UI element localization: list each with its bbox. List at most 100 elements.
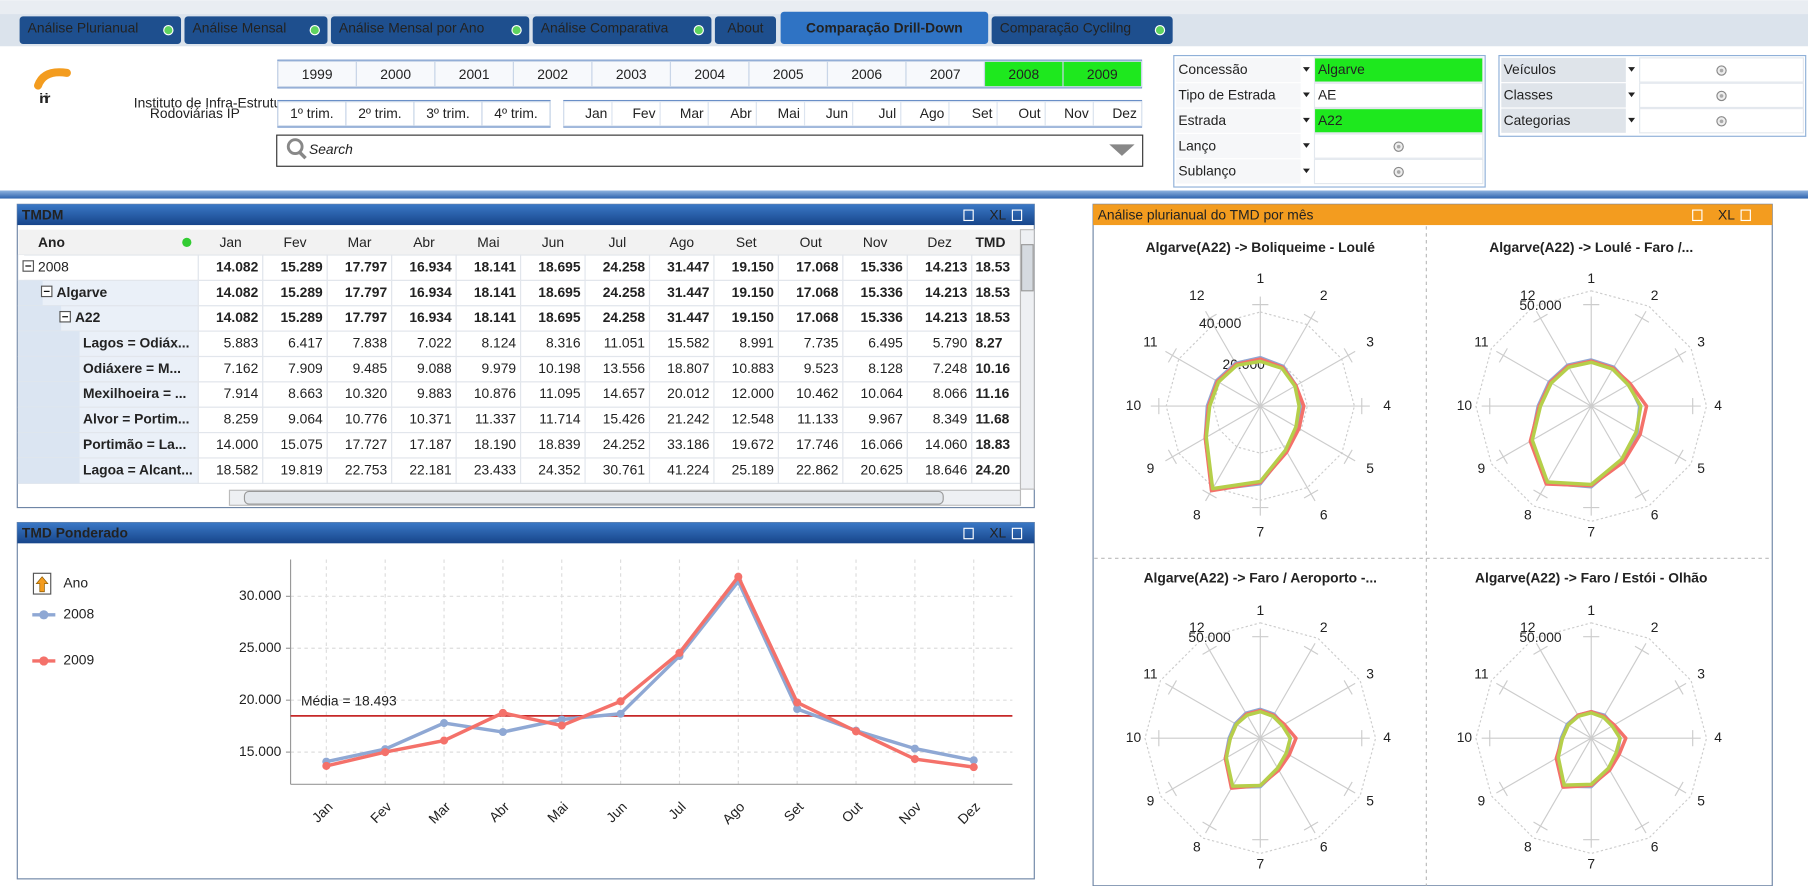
year-label[interactable]: 2006 bbox=[851, 66, 882, 82]
panel-icon[interactable] bbox=[1692, 209, 1703, 222]
filter-label[interactable]: Sublanço bbox=[1178, 163, 1236, 179]
tab[interactable] bbox=[184, 16, 328, 45]
filter-arrow[interactable] bbox=[1628, 92, 1636, 98]
year-cell[interactable] bbox=[355, 60, 436, 88]
month-label[interactable]: Mai bbox=[778, 105, 800, 121]
year-label[interactable]: 2005 bbox=[773, 66, 804, 82]
export-label[interactable]: XL bbox=[989, 525, 1006, 541]
panel-icon[interactable] bbox=[1011, 527, 1023, 540]
month-label[interactable]: Nov bbox=[1064, 105, 1089, 121]
export-label[interactable]: XL bbox=[989, 207, 1006, 223]
tab-label[interactable]: Análise Plurianual bbox=[28, 20, 139, 36]
month-label[interactable]: Set bbox=[972, 105, 993, 121]
quarter-label[interactable]: 4º trim. bbox=[494, 105, 537, 121]
filter-label[interactable]: Classes bbox=[1504, 87, 1553, 103]
year-label[interactable]: 2002 bbox=[537, 66, 568, 82]
quarter-cell[interactable] bbox=[481, 101, 551, 127]
tab[interactable] bbox=[991, 16, 1173, 45]
filter-arrow[interactable] bbox=[1302, 117, 1310, 123]
quarter-cell[interactable] bbox=[413, 101, 483, 127]
month-cell[interactable] bbox=[563, 101, 613, 127]
tab-label[interactable]: Análise Mensal por Ano bbox=[339, 20, 485, 36]
month-label[interactable]: Jul bbox=[879, 105, 897, 121]
month-cell[interactable] bbox=[707, 101, 757, 127]
filter-label[interactable]: Tipo de Estrada bbox=[1178, 87, 1275, 103]
year-label[interactable]: 2008 bbox=[1008, 66, 1039, 82]
month-cell[interactable] bbox=[852, 101, 902, 127]
month-label[interactable]: Out bbox=[1018, 105, 1040, 121]
year-label[interactable]: 2000 bbox=[380, 66, 411, 82]
panel-icon[interactable] bbox=[963, 527, 974, 540]
filter-value-cell[interactable] bbox=[1313, 108, 1484, 134]
h-scroll-thumb[interactable] bbox=[243, 490, 944, 505]
panel-icon[interactable] bbox=[1740, 209, 1751, 222]
year-cell[interactable] bbox=[591, 60, 672, 88]
filter-value-cell[interactable] bbox=[1313, 57, 1484, 83]
tab-label[interactable]: About bbox=[727, 20, 763, 36]
month-label[interactable]: Ago bbox=[920, 105, 945, 121]
year-label[interactable]: 2003 bbox=[616, 66, 647, 82]
tab[interactable] bbox=[19, 16, 182, 45]
filter-label[interactable]: Concessão bbox=[1178, 61, 1247, 77]
v-scroll-thumb[interactable] bbox=[1021, 244, 1034, 292]
tab-label[interactable]: Análise Comparativa bbox=[541, 20, 669, 36]
month-label[interactable]: Abr bbox=[730, 105, 752, 121]
month-cell[interactable] bbox=[996, 101, 1046, 127]
year-cell[interactable] bbox=[826, 60, 907, 88]
v-scrollbar[interactable] bbox=[1019, 229, 1035, 490]
month-label[interactable]: Jan bbox=[585, 105, 607, 121]
year-cell[interactable] bbox=[1062, 60, 1143, 88]
month-cell[interactable] bbox=[1092, 101, 1143, 127]
year-label[interactable]: 1999 bbox=[302, 66, 333, 82]
filter-label[interactable]: Lanço bbox=[1178, 137, 1216, 153]
tab[interactable] bbox=[714, 16, 777, 45]
month-label[interactable]: Fev bbox=[632, 105, 655, 121]
filter-label[interactable]: Categorias bbox=[1504, 112, 1571, 128]
tab[interactable] bbox=[780, 11, 989, 45]
table-value: 15.289 bbox=[280, 309, 323, 325]
quarter-label[interactable]: 3º trim. bbox=[426, 105, 469, 121]
quarter-label[interactable]: 1º trim. bbox=[290, 105, 333, 121]
month-cell[interactable] bbox=[900, 101, 950, 127]
year-cell[interactable] bbox=[983, 60, 1064, 88]
month-cell[interactable] bbox=[948, 101, 998, 127]
filter-value[interactable]: A22 bbox=[1318, 112, 1343, 128]
month-cell[interactable] bbox=[659, 101, 709, 127]
legend-label[interactable]: 2009 bbox=[63, 652, 94, 668]
panel-icon[interactable] bbox=[1011, 209, 1023, 222]
tab[interactable] bbox=[532, 16, 712, 45]
filter-arrow[interactable] bbox=[1302, 92, 1310, 98]
filter-value[interactable]: Algarve bbox=[1318, 61, 1365, 77]
year-cell[interactable] bbox=[277, 60, 357, 88]
quarter-cell[interactable] bbox=[345, 101, 415, 127]
year-cell[interactable] bbox=[669, 60, 750, 88]
tab-label[interactable]: Comparação Cyclilng bbox=[1000, 20, 1131, 36]
year-label[interactable]: 2007 bbox=[930, 66, 961, 82]
filter-value[interactable]: AE bbox=[1318, 87, 1336, 103]
filter-arrow[interactable] bbox=[1628, 67, 1636, 72]
year-cell[interactable] bbox=[512, 60, 593, 88]
tab[interactable] bbox=[330, 16, 530, 45]
month-label[interactable]: Mar bbox=[680, 105, 704, 121]
month-label[interactable]: Jun bbox=[826, 105, 848, 121]
tab-label[interactable]: Análise Mensal bbox=[193, 20, 287, 36]
filter-arrow[interactable] bbox=[1302, 143, 1310, 148]
export-label[interactable]: XL bbox=[1718, 207, 1735, 223]
year-label[interactable]: 2004 bbox=[694, 66, 725, 82]
month-label[interactable]: Dez bbox=[1112, 105, 1137, 121]
filter-arrow[interactable] bbox=[1628, 117, 1636, 123]
year-label[interactable]: 2009 bbox=[1087, 66, 1118, 82]
panel-icon[interactable] bbox=[963, 209, 974, 222]
year-cell[interactable] bbox=[434, 60, 515, 88]
search-box[interactable] bbox=[276, 134, 1144, 167]
filter-label[interactable]: Veículos bbox=[1504, 61, 1556, 77]
filter-arrow[interactable] bbox=[1302, 168, 1310, 174]
filter-label[interactable]: Estrada bbox=[1178, 112, 1226, 128]
filter-arrow[interactable] bbox=[1302, 67, 1310, 72]
filter-value-cell[interactable] bbox=[1313, 82, 1484, 109]
tab-label[interactable]: Comparação Drill-Down bbox=[806, 20, 963, 36]
legend-label[interactable]: 2008 bbox=[63, 605, 94, 621]
year-cell[interactable] bbox=[905, 60, 986, 88]
year-label[interactable]: 2001 bbox=[459, 66, 490, 82]
quarter-label[interactable]: 2º trim. bbox=[358, 105, 401, 121]
